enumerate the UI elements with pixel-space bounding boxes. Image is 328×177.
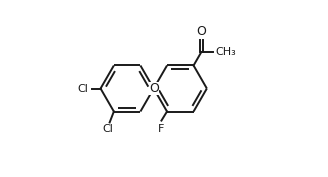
Text: Cl: Cl (102, 124, 113, 134)
Text: F: F (158, 124, 165, 133)
Text: O: O (196, 25, 206, 38)
Text: O: O (149, 82, 159, 95)
Text: CH₃: CH₃ (215, 47, 236, 57)
Text: Cl: Cl (78, 84, 89, 93)
